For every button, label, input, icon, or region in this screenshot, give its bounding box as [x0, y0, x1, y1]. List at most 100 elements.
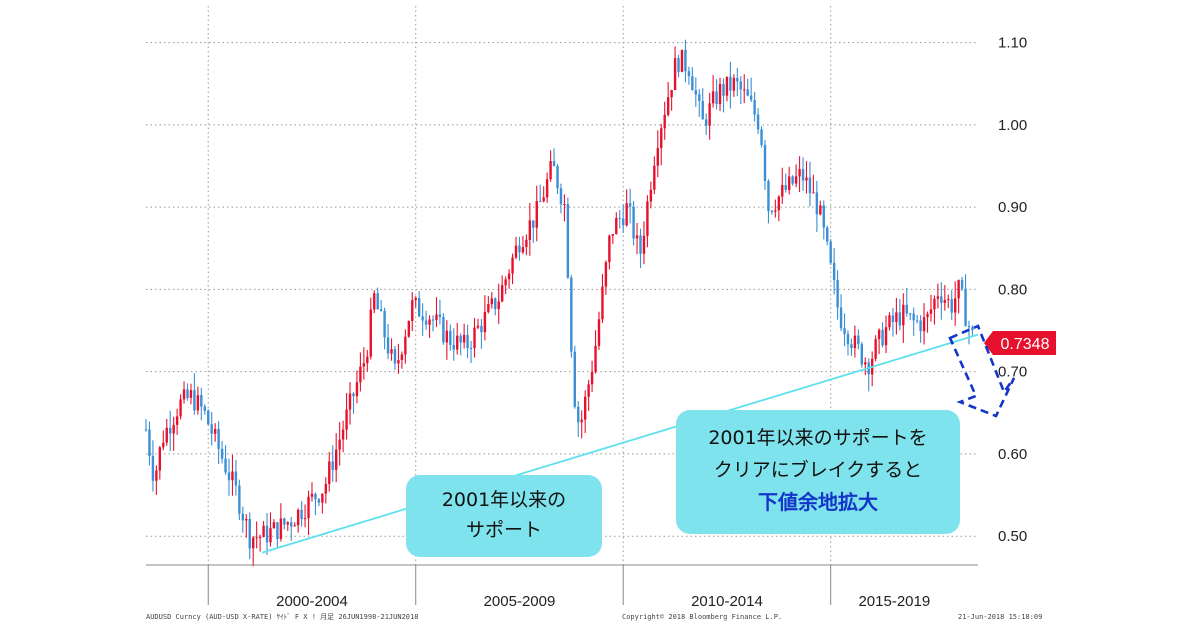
candle-body — [601, 286, 604, 320]
x-period-label: 2015-2019 — [858, 593, 930, 610]
right-callout-line3: 下値余地拡大 — [758, 490, 878, 514]
candle-body — [940, 296, 943, 303]
candle-body — [352, 393, 355, 397]
candle-body — [826, 227, 829, 242]
support-trendline — [261, 333, 979, 554]
candle-body — [462, 334, 466, 343]
last-price-marker: 0.7348 — [984, 331, 1056, 356]
chart-footer: AUDUSD Curncy (AUD-USD X-RATE) ｻｲﾄﾞ F X … — [146, 613, 1042, 621]
candle-body — [435, 314, 438, 321]
candle-body — [213, 428, 217, 434]
candle-body — [438, 314, 442, 318]
x-period-label: 2005-2009 — [484, 593, 556, 610]
candle-body — [888, 315, 891, 328]
support-trendline-layer — [261, 333, 979, 554]
candle-body — [334, 449, 338, 470]
candle-body — [711, 91, 715, 104]
candle-body — [379, 309, 383, 311]
candle-body — [542, 197, 545, 202]
candle-body — [466, 334, 469, 348]
candle-body — [922, 317, 926, 332]
candle-body — [839, 307, 843, 329]
last-price-label: 0.7348 — [1001, 336, 1050, 353]
candle-body — [245, 518, 248, 521]
candle-body — [369, 309, 372, 357]
candle-body — [701, 100, 704, 120]
candle-body — [155, 470, 158, 481]
candle-body — [165, 427, 168, 443]
candle-body — [473, 327, 476, 349]
candle-body — [286, 522, 289, 525]
candle-body — [500, 285, 504, 302]
candle-body — [853, 335, 857, 349]
candle-body — [341, 429, 345, 440]
candle-body — [262, 525, 265, 537]
candle-body — [608, 235, 611, 263]
candle-body — [307, 496, 310, 519]
candle-body — [670, 90, 673, 98]
candle-body — [328, 461, 331, 484]
candle-body — [573, 351, 576, 407]
candle-body — [386, 337, 390, 354]
candle-body — [158, 447, 162, 471]
y-tick-label: 1.00 — [998, 117, 1027, 134]
candle-body — [276, 522, 279, 539]
candle-body — [947, 299, 950, 301]
right-callout-line2: クリアにブレイクすると — [713, 459, 923, 481]
candle-body — [736, 77, 739, 82]
candle-body — [722, 83, 725, 96]
candle-body — [884, 327, 888, 346]
candle-body — [857, 335, 860, 345]
candle-body — [196, 395, 200, 411]
candle-body — [660, 128, 663, 149]
candle-body — [687, 71, 691, 77]
candle-body — [725, 76, 729, 96]
candle-body — [590, 371, 594, 385]
candle-body — [743, 89, 746, 91]
candle-body — [417, 298, 421, 317]
candle-body — [819, 205, 822, 215]
candle-body — [715, 91, 718, 105]
candle-body — [331, 461, 334, 470]
candle-body — [960, 280, 964, 289]
left-callout-line1: 2001年以来の — [441, 489, 567, 511]
candle-body — [148, 429, 151, 457]
candle-body — [535, 201, 538, 228]
candle-body — [902, 304, 905, 326]
candle-body — [359, 366, 362, 383]
candle-body — [770, 211, 774, 213]
candle-body — [258, 536, 262, 538]
candle-body — [300, 509, 303, 520]
footer-left: AUDUSD Curncy (AUD-USD X-RATE) ｻｲﾄﾞ F X … — [146, 613, 418, 621]
candle-body — [622, 218, 625, 226]
candle-body — [801, 169, 805, 181]
candle-body — [511, 257, 514, 274]
candle-body — [407, 320, 411, 337]
candle-body — [227, 472, 231, 481]
candle-body — [189, 390, 193, 398]
candle-body — [431, 319, 435, 321]
candle-body — [424, 320, 428, 325]
candle-body — [895, 312, 898, 323]
candle-body — [442, 317, 445, 343]
candle-body — [694, 90, 698, 95]
candle-body — [490, 298, 494, 305]
candle-body — [577, 406, 580, 423]
candle-body — [445, 330, 449, 343]
candle-body — [549, 161, 552, 180]
candle-body — [504, 279, 507, 286]
candle-body — [791, 176, 794, 184]
y-tick-label: 0.70 — [998, 364, 1027, 381]
candle-body — [957, 280, 960, 299]
candle-body — [525, 239, 528, 248]
candle-body — [193, 390, 196, 411]
candle-body — [314, 493, 317, 500]
candle-body — [597, 319, 601, 346]
candle-body — [912, 313, 915, 321]
candle-body — [234, 471, 238, 486]
candle-body — [625, 203, 628, 226]
candle-body — [691, 76, 694, 91]
candle-body — [400, 354, 404, 360]
candle-body — [628, 203, 632, 207]
candle-body — [812, 192, 815, 194]
